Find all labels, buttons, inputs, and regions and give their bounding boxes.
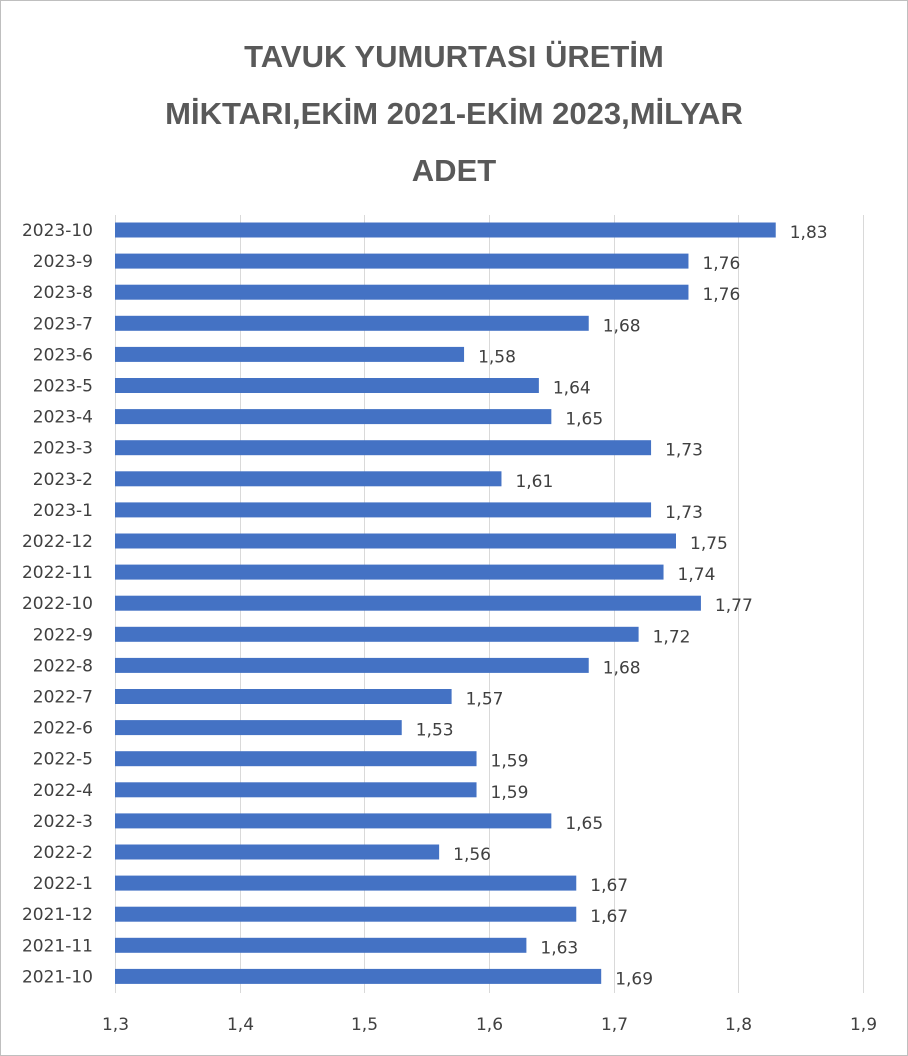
- bar: [115, 875, 577, 891]
- category-label: 2023-9: [33, 252, 93, 272]
- bar: [115, 346, 465, 362]
- bar: [115, 626, 639, 642]
- data-label: 1,58: [478, 347, 516, 367]
- bar: [115, 968, 602, 984]
- category-label: 2022-3: [33, 812, 93, 832]
- category-label: 2022-1: [33, 874, 93, 894]
- category-label: 2022-12: [22, 532, 93, 552]
- bar: [115, 222, 776, 238]
- data-label: 1,77: [715, 596, 753, 616]
- category-label: 2022-5: [33, 750, 93, 770]
- labels: 1,3 1,4 1,5 1,6 1,7 1,8 1,9 2023-10 1,83 2023-9 1,…: [22, 221, 877, 1035]
- bar: [115, 844, 440, 860]
- bar: [115, 813, 552, 829]
- bar: [115, 564, 664, 580]
- category-label: 2023-3: [33, 439, 93, 459]
- category-label: 2023-4: [33, 408, 93, 428]
- bar: [115, 378, 539, 393]
- data-label: 1,53: [416, 721, 454, 741]
- bar: [115, 502, 652, 518]
- data-label: 1,73: [665, 441, 703, 461]
- x-tick-label: 1,5: [351, 1015, 378, 1035]
- bar: [115, 720, 402, 736]
- data-label: 1,75: [690, 534, 728, 554]
- bar: [115, 284, 689, 300]
- category-label: 2023-6: [33, 345, 93, 365]
- category-label: 2022-4: [33, 781, 93, 801]
- data-label: 1,67: [590, 907, 628, 927]
- x-tick-label: 1,4: [227, 1015, 254, 1035]
- data-label: 1,69: [615, 969, 653, 989]
- data-label: 1,65: [565, 814, 603, 834]
- bar: [115, 533, 676, 549]
- data-label: 1,67: [590, 876, 628, 896]
- bar: [115, 409, 552, 425]
- x-tick-label: 1,9: [850, 1015, 877, 1035]
- data-label: 1,57: [466, 690, 504, 710]
- bar: [115, 906, 577, 922]
- data-label: 1,65: [565, 410, 603, 430]
- bar: [115, 937, 527, 953]
- data-label: 1,59: [491, 783, 529, 803]
- category-label: 2022-11: [22, 563, 93, 583]
- x-tick-label: 1,6: [476, 1015, 503, 1035]
- bar: [115, 315, 589, 331]
- category-label: 2023-1: [33, 501, 93, 521]
- data-label: 1,63: [540, 938, 578, 958]
- category-label: 2023-2: [33, 470, 93, 490]
- data-label: 1,68: [603, 658, 641, 678]
- category-label: 2023-7: [33, 314, 93, 334]
- data-label: 1,76: [702, 254, 740, 274]
- bar: [115, 471, 502, 487]
- data-label: 1,64: [553, 379, 591, 399]
- data-label: 1,73: [665, 503, 703, 523]
- data-label: 1,76: [702, 285, 740, 305]
- bar: [115, 440, 652, 456]
- data-label: 1,72: [653, 627, 691, 647]
- bar: [115, 782, 477, 798]
- category-label: 2021-12: [22, 905, 93, 925]
- bar: [115, 657, 589, 673]
- category-label: 2022-8: [33, 656, 93, 676]
- category-label: 2022-7: [33, 688, 93, 708]
- category-label: 2022-9: [33, 625, 93, 645]
- x-tick-label: 1,7: [601, 1015, 628, 1035]
- data-label: 1,61: [515, 472, 553, 492]
- x-tick-label: 1,3: [102, 1015, 129, 1035]
- bar: [115, 689, 452, 704]
- category-label: 2021-11: [22, 936, 93, 956]
- category-label: 2021-10: [22, 967, 93, 987]
- chart-title-line-1: TAVUK YUMURTASI ÜRETİM: [244, 39, 664, 74]
- bar: [115, 595, 701, 611]
- data-label: 1,56: [453, 845, 491, 865]
- bars: [115, 222, 776, 984]
- bar: [115, 253, 689, 269]
- bar: [115, 751, 477, 767]
- data-label: 1,74: [678, 565, 716, 585]
- category-label: 2022-10: [22, 594, 93, 614]
- category-label: 2022-2: [33, 843, 93, 863]
- chart-title: TAVUK YUMURTASI ÜRETİM MİKTARI,EKİM 2021…: [0, 28, 908, 199]
- data-label: 1,59: [491, 752, 529, 772]
- category-label: 2023-5: [33, 377, 93, 397]
- x-tick-label: 1,8: [725, 1015, 752, 1035]
- data-label: 1,83: [790, 223, 828, 243]
- chart-title-line-2: MİKTARI,EKİM 2021-EKİM 2023,MİLYAR: [165, 96, 743, 131]
- category-label: 2023-8: [33, 283, 93, 303]
- chart-title-line-3: ADET: [411, 153, 497, 188]
- category-label: 2022-6: [33, 719, 93, 739]
- data-label: 1,68: [603, 316, 641, 336]
- category-label: 2023-10: [22, 221, 93, 241]
